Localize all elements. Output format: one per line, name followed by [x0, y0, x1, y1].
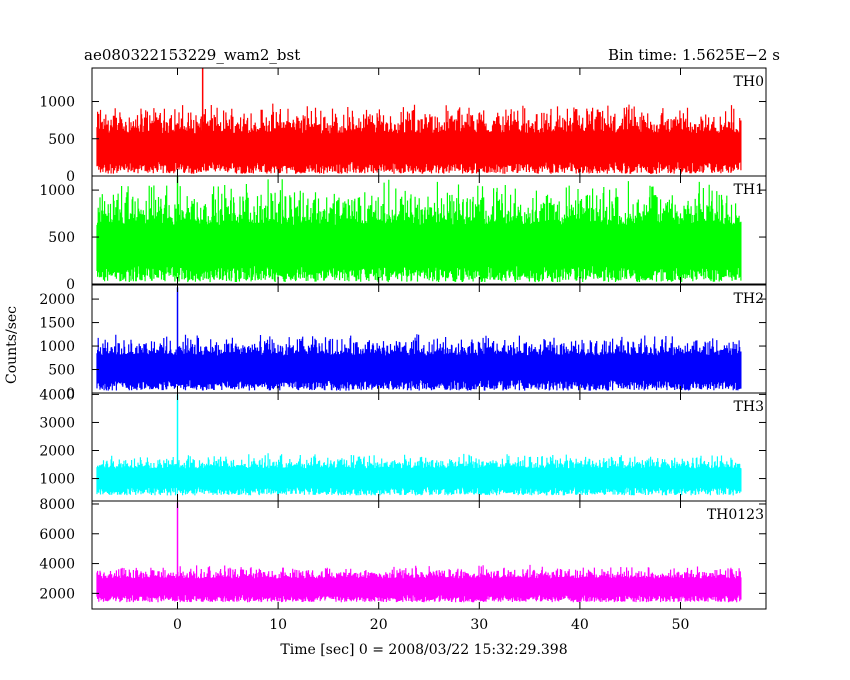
x-tick-label: 40 — [571, 617, 589, 633]
panel-th0: 0 500 1000 TH0 — [39, 67, 767, 185]
panel-th0123: 2000 4000 6000 8000 TH0123 — [39, 497, 767, 610]
bin-time-label: Bin time: 1.5625E−2 s — [608, 46, 780, 64]
x-tick-label: 20 — [370, 617, 388, 633]
y-tick-label: 0 — [66, 277, 75, 293]
y-tick-label: 3000 — [39, 415, 75, 431]
panel-label: TH0 — [734, 74, 764, 90]
x-axis-label: Time [sec] 0 = 2008/03/22 15:32:29.398 — [280, 642, 567, 658]
y-tick-label: 1000 — [39, 339, 75, 355]
y-axis-label: Counts/sec — [4, 306, 20, 384]
panel-frame — [91, 500, 767, 610]
panel-label: TH2 — [734, 291, 764, 307]
y-tick-label: 0 — [66, 169, 75, 185]
y-tick-label: 4000 — [39, 557, 75, 573]
y-tick-label: 1000 — [39, 95, 75, 111]
panel-th2: 0 500 1000 1500 2000 TH2 — [39, 284, 767, 402]
x-tick-label: 10 — [269, 617, 287, 633]
panel-th1: 0 500 1000 TH1 — [39, 175, 767, 293]
series-th3 — [96, 453, 742, 496]
panel-label: TH3 — [734, 399, 764, 415]
series-th0 — [96, 103, 742, 174]
y-tick-label: 0 — [66, 386, 75, 402]
panel-th3: 1000 2000 3000 4000 TH3 — [39, 387, 767, 502]
figure-title: ae080322153229_wam2_bst — [84, 46, 300, 64]
panel-frame — [91, 175, 767, 285]
x-tick-label: 50 — [672, 617, 690, 633]
series-th1 — [96, 179, 742, 283]
y-tick-label: 2000 — [39, 292, 75, 308]
y-tick-label: 1000 — [39, 183, 75, 199]
y-tick-label: 2000 — [39, 444, 75, 460]
y-tick-label: 500 — [48, 132, 75, 148]
y-tick-label: 6000 — [39, 527, 75, 543]
y-tick-label: 8000 — [39, 497, 75, 513]
y-tick-label: 500 — [48, 230, 75, 246]
y-tick-label: 4000 — [39, 387, 75, 403]
x-tick-label: 30 — [470, 617, 488, 633]
y-tick-label: 500 — [48, 363, 75, 379]
y-tick-label: 1500 — [39, 316, 75, 332]
x-tick-label: 0 — [173, 617, 182, 633]
series-th0123 — [96, 564, 742, 603]
y-tick-label: 2000 — [39, 586, 75, 602]
panel-label: TH1 — [734, 182, 764, 198]
series-th2 — [96, 334, 742, 391]
panel-label: TH0123 — [707, 507, 764, 523]
y-tick-label: 1000 — [39, 472, 75, 488]
